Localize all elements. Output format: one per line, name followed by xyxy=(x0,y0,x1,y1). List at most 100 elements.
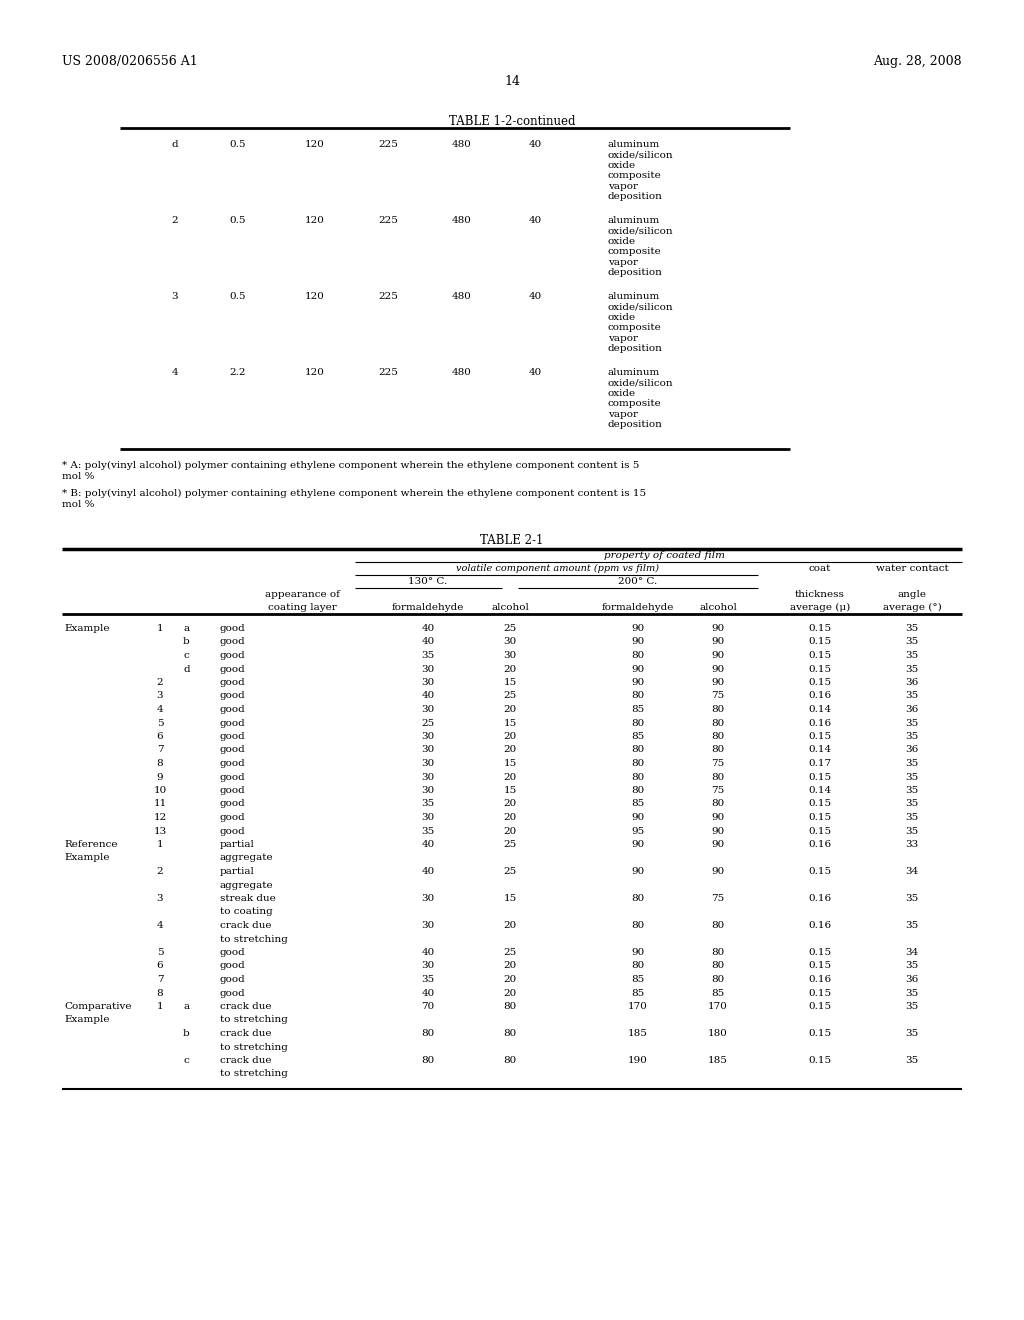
Text: 75: 75 xyxy=(712,759,725,768)
Text: 120: 120 xyxy=(305,292,325,301)
Text: 80: 80 xyxy=(504,1002,517,1011)
Text: 0.5: 0.5 xyxy=(229,292,246,301)
Text: water contact: water contact xyxy=(876,564,948,573)
Text: 2: 2 xyxy=(157,678,163,686)
Text: 40: 40 xyxy=(528,140,542,149)
Text: 480: 480 xyxy=(452,140,472,149)
Text: average (°): average (°) xyxy=(883,603,941,612)
Text: 20: 20 xyxy=(504,813,517,822)
Text: good: good xyxy=(220,948,246,957)
Text: 90: 90 xyxy=(712,664,725,673)
Text: 90: 90 xyxy=(712,840,725,849)
Text: 0.15: 0.15 xyxy=(808,678,831,686)
Text: 0.15: 0.15 xyxy=(808,1056,831,1065)
Text: 30: 30 xyxy=(421,894,434,903)
Text: 7: 7 xyxy=(157,746,163,755)
Text: 75: 75 xyxy=(712,894,725,903)
Text: 85: 85 xyxy=(712,989,725,998)
Text: 15: 15 xyxy=(504,718,517,727)
Text: 80: 80 xyxy=(504,1030,517,1038)
Text: Comparative: Comparative xyxy=(63,1002,131,1011)
Text: 34: 34 xyxy=(905,867,919,876)
Text: good: good xyxy=(220,800,246,808)
Text: good: good xyxy=(220,664,246,673)
Text: 80: 80 xyxy=(504,1056,517,1065)
Text: 25: 25 xyxy=(504,692,517,701)
Text: 8: 8 xyxy=(157,759,163,768)
Text: 225: 225 xyxy=(378,368,398,378)
Text: 30: 30 xyxy=(421,785,434,795)
Text: 35: 35 xyxy=(421,800,434,808)
Text: good: good xyxy=(220,733,246,741)
Text: 80: 80 xyxy=(421,1056,434,1065)
Text: 15: 15 xyxy=(504,785,517,795)
Text: 90: 90 xyxy=(632,840,645,849)
Text: coat: coat xyxy=(809,564,831,573)
Text: 170: 170 xyxy=(628,1002,648,1011)
Text: 12: 12 xyxy=(154,813,167,822)
Text: 40: 40 xyxy=(421,692,434,701)
Text: 30: 30 xyxy=(421,961,434,970)
Text: 80: 80 xyxy=(632,759,645,768)
Text: 15: 15 xyxy=(504,678,517,686)
Text: Aug. 28, 2008: Aug. 28, 2008 xyxy=(873,55,962,69)
Text: * A: poly(vinyl alcohol) polymer containing ethylene component wherein the ethyl: * A: poly(vinyl alcohol) polymer contain… xyxy=(62,461,639,480)
Text: 80: 80 xyxy=(712,746,725,755)
Text: 3: 3 xyxy=(157,692,163,701)
Text: 80: 80 xyxy=(712,948,725,957)
Text: 0.16: 0.16 xyxy=(808,975,831,983)
Text: coating layer: coating layer xyxy=(267,603,336,612)
Text: b: b xyxy=(183,1030,189,1038)
Text: partial: partial xyxy=(220,867,255,876)
Text: 0.17: 0.17 xyxy=(808,759,831,768)
Text: thickness: thickness xyxy=(795,590,845,599)
Text: 0.15: 0.15 xyxy=(808,664,831,673)
Text: 35: 35 xyxy=(905,638,919,647)
Text: c: c xyxy=(183,651,188,660)
Text: appearance of: appearance of xyxy=(264,590,339,599)
Text: 170: 170 xyxy=(708,1002,728,1011)
Text: 0.15: 0.15 xyxy=(808,772,831,781)
Text: 30: 30 xyxy=(421,664,434,673)
Text: 35: 35 xyxy=(421,651,434,660)
Text: 40: 40 xyxy=(528,292,542,301)
Text: good: good xyxy=(220,718,246,727)
Text: 0.15: 0.15 xyxy=(808,826,831,836)
Text: 40: 40 xyxy=(421,989,434,998)
Text: alcohol: alcohol xyxy=(699,603,737,612)
Text: 2.2: 2.2 xyxy=(229,368,246,378)
Text: 0.15: 0.15 xyxy=(808,867,831,876)
Text: 120: 120 xyxy=(305,368,325,378)
Text: 20: 20 xyxy=(504,961,517,970)
Text: 0.16: 0.16 xyxy=(808,840,831,849)
Text: good: good xyxy=(220,975,246,983)
Text: 6: 6 xyxy=(157,733,163,741)
Text: to coating: to coating xyxy=(220,908,272,916)
Text: 30: 30 xyxy=(421,746,434,755)
Text: 80: 80 xyxy=(632,894,645,903)
Text: 0.15: 0.15 xyxy=(808,1030,831,1038)
Text: 85: 85 xyxy=(632,705,645,714)
Text: 40: 40 xyxy=(421,867,434,876)
Text: 40: 40 xyxy=(528,368,542,378)
Text: 4: 4 xyxy=(157,921,163,931)
Text: 80: 80 xyxy=(712,975,725,983)
Text: TABLE 2-1: TABLE 2-1 xyxy=(480,535,544,546)
Text: 480: 480 xyxy=(452,368,472,378)
Text: 35: 35 xyxy=(905,759,919,768)
Text: formaldehyde: formaldehyde xyxy=(392,603,464,612)
Text: 185: 185 xyxy=(628,1030,648,1038)
Text: 30: 30 xyxy=(421,678,434,686)
Text: 11: 11 xyxy=(154,800,167,808)
Text: alcohol: alcohol xyxy=(492,603,529,612)
Text: Reference: Reference xyxy=(63,840,118,849)
Text: a: a xyxy=(183,624,189,634)
Text: Example: Example xyxy=(63,1015,110,1024)
Text: 10: 10 xyxy=(154,785,167,795)
Text: aggregate: aggregate xyxy=(220,880,273,890)
Text: 35: 35 xyxy=(905,624,919,634)
Text: 35: 35 xyxy=(905,989,919,998)
Text: 90: 90 xyxy=(632,638,645,647)
Text: 190: 190 xyxy=(628,1056,648,1065)
Text: 225: 225 xyxy=(378,140,398,149)
